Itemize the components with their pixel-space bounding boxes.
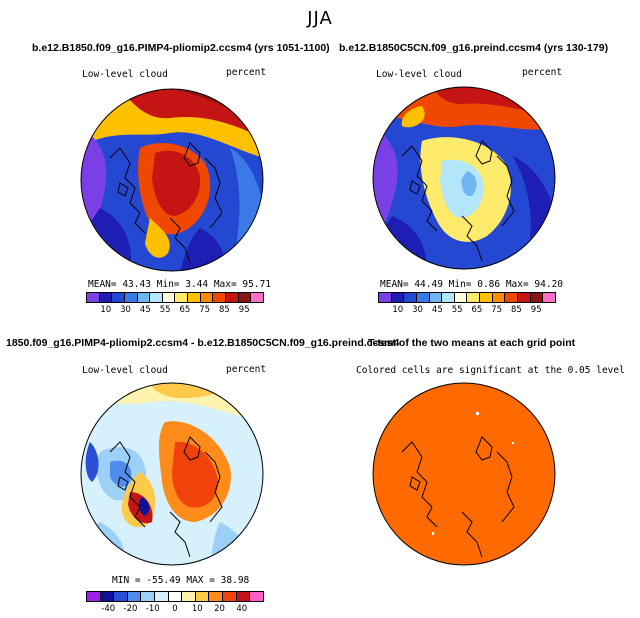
panel2-polar-map [372,86,556,270]
colorbar-swatch [530,293,544,302]
panel1-units-label: percent [226,67,267,78]
colorbar-tick-label: 10 [191,604,203,614]
colorbar-swatch [99,293,113,302]
colorbar-tick-label: 65 [179,305,191,315]
colorbar-swatch [195,592,210,601]
colorbar-swatch [442,293,455,302]
colorbar-tick-label: 40 [236,604,248,614]
colorbar-swatch [467,293,481,302]
colorbar-tick-label: -40 [101,604,116,614]
panel2-title: b.e12.B1850C5CN.f09_g16.preind.ccsm4 (yr… [339,42,609,54]
panel2-colorbar [378,292,556,303]
panel1-polar-map [80,88,264,272]
colorbar-swatch [492,293,506,302]
colorbar-swatch [416,293,430,302]
panel3-colorbar-ticks: -40 -20 -10 0 10 20 40 [86,604,264,616]
colorbar-tick-label: 30 [120,305,131,315]
colorbar-swatch [251,293,263,302]
panel4-title: T-test of the two means at each grid poi… [368,337,576,349]
colorbar-swatch [429,293,443,302]
colorbar-swatch [379,293,392,302]
colorbar-swatch [182,592,196,601]
panel1-colorbar-ticks: 10 30 45 55 65 75 85 95 [86,305,264,317]
colorbar-swatch [168,592,183,601]
colorbar-swatch [188,293,201,302]
colorbar-swatch [127,592,142,601]
colorbar-swatch [114,592,128,601]
colorbar-swatch [250,592,263,601]
colorbar-tick-label: 10 [392,305,404,315]
panel3-title: 1850.f09_g16.PIMP4-pliomip2.ccsm4 - b.e1… [6,337,400,349]
colorbar-tick-label: 30 [412,305,423,315]
colorbar-swatch [150,293,163,302]
colorbar-tick-label: 65 [471,305,483,315]
colorbar-swatch [226,293,239,302]
colorbar-tick-label: 75 [491,305,503,315]
colorbar-swatch [480,293,493,302]
panel3-colorbar [86,591,264,602]
colorbar-tick-label: 55 [451,305,463,315]
panel2-units-label: percent [522,67,563,78]
colorbar-swatch [404,293,417,302]
colorbar-tick-label: 45 [431,305,443,315]
colorbar-swatch [141,592,156,601]
colorbar-swatch [391,293,405,302]
panel2-variable-label: Low-level cloud [376,69,462,80]
colorbar-tick-label: -20 [123,604,138,614]
colorbar-swatch [209,592,224,601]
colorbar-swatch [505,293,519,302]
colorbar-swatch [236,592,251,601]
colorbar-swatch [87,592,101,601]
colorbar-tick-label: 45 [139,305,151,315]
panel4-significance-label: Colored cells are significant at the 0.0… [356,365,625,376]
panel2-stats: MEAN= 44.49 Min= 0.86 Max= 94.20 [380,279,564,290]
colorbar-swatch [175,293,189,302]
colorbar-swatch [200,293,214,302]
colorbar-tick-label: 10 [100,305,112,315]
colorbar-swatch [543,293,555,302]
panel3-stats: MIN = -55.49 MAX = 38.98 [112,575,250,586]
colorbar-swatch [238,293,252,302]
panel2-colorbar-ticks: 10 30 45 55 65 75 85 95 [378,305,556,317]
colorbar-swatch [124,293,138,302]
colorbar-swatch [223,592,237,601]
panel1-stats: MEAN= 43.43 Min= 3.44 Max= 95.71 [88,279,272,290]
panel1-variable-label: Low-level cloud [82,69,168,80]
colorbar-tick-label: 95 [238,305,250,315]
panel3-polar-map [80,382,264,566]
colorbar-tick-label: 20 [214,604,225,614]
colorbar-tick-label: 55 [159,305,171,315]
colorbar-swatch [87,293,100,302]
colorbar-tick-label: 85 [511,305,522,315]
panel1-colorbar [86,292,264,303]
season-title: JJA [307,8,333,29]
colorbar-swatch [155,592,169,601]
colorbar-tick-label: -10 [145,604,160,614]
colorbar-tick-label: 95 [530,305,542,315]
colorbar-swatch [112,293,125,302]
colorbar-swatch [100,592,115,601]
colorbar-swatch [518,293,531,302]
colorbar-tick-label: 0 [172,604,178,614]
panel3-variable-label: Low-level cloud [82,365,168,376]
colorbar-swatch [213,293,227,302]
panel4-polar-map [372,382,556,566]
panel3-units-label: percent [226,364,267,375]
colorbar-tick-label: 85 [219,305,230,315]
colorbar-swatch [137,293,151,302]
colorbar-swatch [162,293,176,302]
colorbar-tick-label: 75 [199,305,211,315]
colorbar-swatch [454,293,468,302]
panel1-title: b.e12.B1850.f09_g16.PIMP4-pliomip2.ccsm4… [32,42,330,54]
